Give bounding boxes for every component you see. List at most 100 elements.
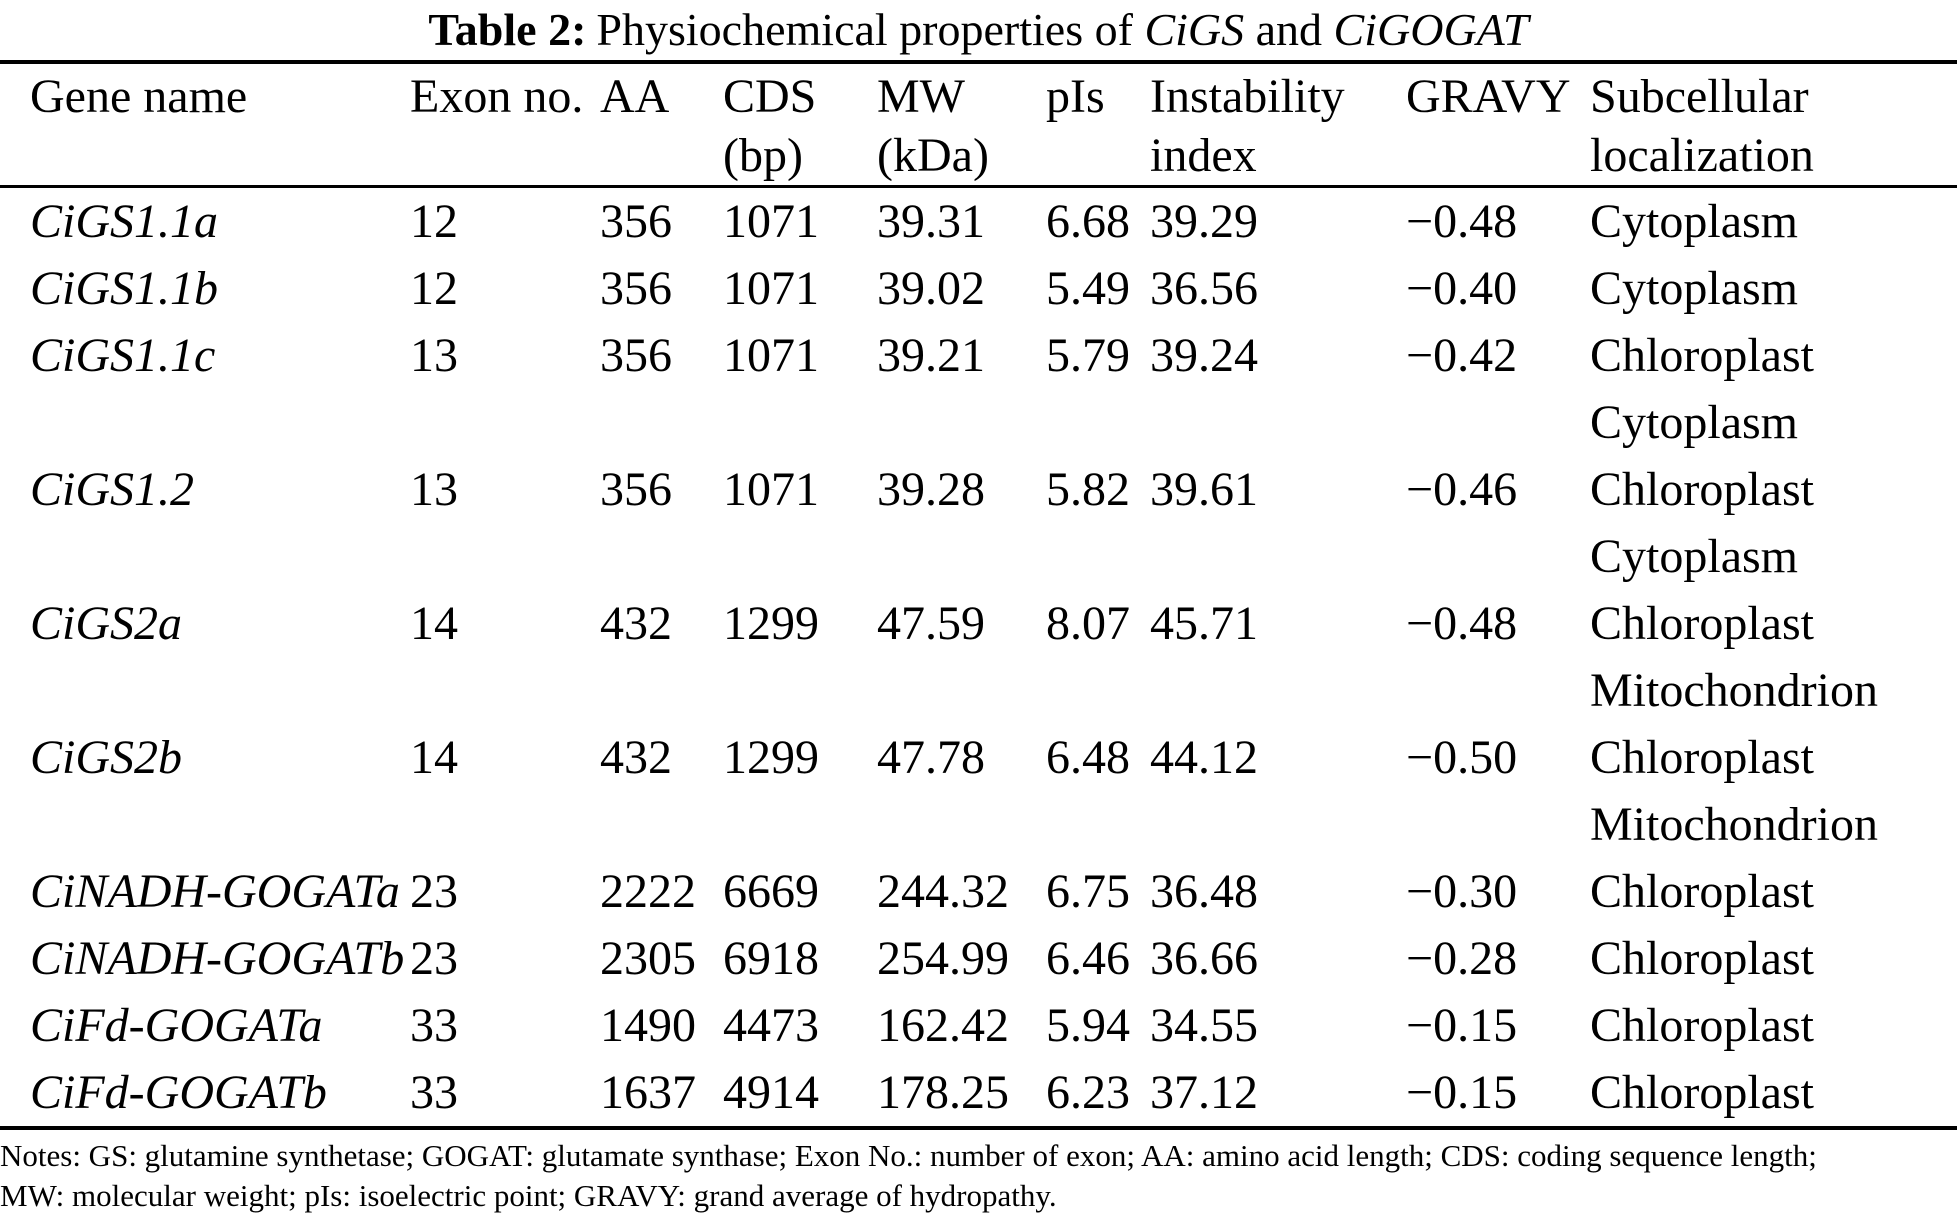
col-header-exon-no: Exon no. xyxy=(410,62,600,188)
table-row: CiFd-GOGATa 33 1490 4473 162.42 5.94 34.… xyxy=(0,992,1957,1059)
cell-mw: 39.21 xyxy=(877,329,985,382)
cell-pis: 6.46 xyxy=(1046,932,1130,985)
cell-pis: 5.49 xyxy=(1046,262,1130,315)
cell-mw: 178.25 xyxy=(877,1066,1009,1119)
col-header-gravy: GRAVY xyxy=(1406,62,1590,188)
cell-gravy: −0.40 xyxy=(1406,262,1518,315)
table-row: CiGS1.1b 12 356 1071 39.02 5.49 36.56 −0… xyxy=(0,255,1957,322)
localization-line: Cytoplasm xyxy=(1590,396,1799,449)
properties-table: Gene name Exon no. AA CDS (bp) MW (kDa) pI… xyxy=(0,60,1957,1130)
table-notes: Notes: GS: glutamine synthetase; GOGAT: … xyxy=(0,1136,1957,1216)
title-conjunction: and xyxy=(1255,4,1323,55)
cell-localization: Chloroplast Mitochondrion xyxy=(1590,724,1957,858)
col-header-mw: MW (kDa) xyxy=(877,62,1046,188)
header-line-1: Instability xyxy=(1150,70,1345,123)
cell-localization: Chloroplast xyxy=(1590,1059,1957,1128)
cell-aa: 1490 xyxy=(600,999,696,1052)
header-line-1: AA xyxy=(600,70,670,123)
cell-gravy: −0.15 xyxy=(1406,999,1518,1052)
cell-instability: 36.56 xyxy=(1150,262,1258,315)
localization-line: Chloroplast xyxy=(1590,731,1814,784)
cell-gene-name: CiGS1.2 xyxy=(30,463,195,516)
cell-instability: 44.12 xyxy=(1150,731,1258,784)
cell-gene-name: CiGS1.1c xyxy=(30,329,216,382)
header-line-2 xyxy=(600,126,723,185)
cell-cds: 1071 xyxy=(723,463,819,516)
header-line-2: index xyxy=(1150,129,1257,182)
cell-aa: 432 xyxy=(600,597,672,650)
cell-mw: 162.42 xyxy=(877,999,1009,1052)
header-line-1: Gene name xyxy=(30,70,248,123)
cell-cds: 6918 xyxy=(723,932,819,985)
header-line-2: localization xyxy=(1590,129,1814,182)
cell-aa: 1637 xyxy=(600,1066,696,1119)
cell-localization: Chloroplast xyxy=(1590,925,1957,992)
cell-instability: 39.24 xyxy=(1150,329,1258,382)
cell-exon-no: 33 xyxy=(410,1066,458,1119)
cell-gene-name: CiGS2a xyxy=(30,597,183,650)
cell-localization: Chloroplast Cytoplasm xyxy=(1590,456,1957,590)
header-line-1: CDS xyxy=(723,70,817,123)
cell-cds: 1071 xyxy=(723,262,819,315)
table-row: CiFd-GOGATb 33 1637 4914 178.25 6.23 37.… xyxy=(0,1059,1957,1128)
cell-cds: 1071 xyxy=(723,329,819,382)
table-row: CiGS2b 14 432 1299 47.78 6.48 44.12 −0.5… xyxy=(0,724,1957,858)
localization-line: Chloroplast xyxy=(1590,999,1814,1052)
cell-gravy: −0.50 xyxy=(1406,731,1518,784)
header-line-2 xyxy=(410,126,600,185)
localization-line: Chloroplast xyxy=(1590,865,1814,918)
localization-line: Cytoplasm xyxy=(1590,262,1799,315)
header-row: Gene name Exon no. AA CDS (bp) MW (kDa) pI… xyxy=(0,62,1957,188)
cell-exon-no: 13 xyxy=(410,463,458,516)
cell-exon-no: 14 xyxy=(410,597,458,650)
cell-exon-no: 23 xyxy=(410,865,458,918)
table-title-text: Physiochemical properties of xyxy=(596,4,1133,55)
cell-cds: 1299 xyxy=(723,597,819,650)
cell-gene-name: CiGS2b xyxy=(30,731,183,784)
cell-cds: 4914 xyxy=(723,1066,819,1119)
cell-pis: 8.07 xyxy=(1046,597,1130,650)
cell-aa: 356 xyxy=(600,329,672,382)
cell-gravy: −0.15 xyxy=(1406,1066,1518,1119)
cell-instability: 39.61 xyxy=(1150,463,1258,516)
col-header-subcellular-localization: Subcellular localization xyxy=(1590,62,1957,188)
header-line-2 xyxy=(1046,126,1150,185)
title-gene-cigogat: CiGOGAT xyxy=(1333,4,1529,55)
header-line-1: Exon no. xyxy=(410,70,584,123)
cell-aa: 356 xyxy=(600,195,672,248)
col-header-cds: CDS (bp) xyxy=(723,62,877,188)
cell-exon-no: 33 xyxy=(410,999,458,1052)
cell-localization: Chloroplast xyxy=(1590,992,1957,1059)
cell-mw: 254.99 xyxy=(877,932,1009,985)
header-line-2: (kDa) xyxy=(877,129,989,182)
cell-pis: 5.94 xyxy=(1046,999,1130,1052)
header-line-1: pIs xyxy=(1046,70,1105,123)
notes-line-1: Notes: GS: glutamine synthetase; GOGAT: … xyxy=(0,1138,1817,1173)
cell-gene-name: CiNADH-GOGATa xyxy=(30,865,400,918)
localization-line: Cytoplasm xyxy=(1590,530,1799,583)
localization-line: Mitochondrion xyxy=(1590,798,1878,851)
table-row: CiGS1.2 13 356 1071 39.28 5.82 39.61 −0.… xyxy=(0,456,1957,590)
cell-mw: 244.32 xyxy=(877,865,1009,918)
header-line-1: GRAVY xyxy=(1406,70,1571,123)
cell-exon-no: 12 xyxy=(410,195,458,248)
cell-instability: 39.29 xyxy=(1150,195,1258,248)
cell-exon-no: 23 xyxy=(410,932,458,985)
cell-gene-name: CiFd-GOGATb xyxy=(30,1066,327,1119)
cell-localization: Chloroplast Mitochondrion xyxy=(1590,590,1957,724)
cell-instability: 36.48 xyxy=(1150,865,1258,918)
cell-localization: Chloroplast Cytoplasm xyxy=(1590,322,1957,456)
header-line-2 xyxy=(1406,126,1590,185)
cell-mw: 39.02 xyxy=(877,262,985,315)
header-line-1: Subcellular xyxy=(1590,70,1809,123)
cell-gravy: −0.48 xyxy=(1406,195,1518,248)
table-row: CiGS2a 14 432 1299 47.59 8.07 45.71 −0.4… xyxy=(0,590,1957,724)
cell-localization: Cytoplasm xyxy=(1590,255,1957,322)
cell-gravy: −0.28 xyxy=(1406,932,1518,985)
cell-pis: 6.48 xyxy=(1046,731,1130,784)
cell-gravy: −0.42 xyxy=(1406,329,1518,382)
cell-pis: 5.79 xyxy=(1046,329,1130,382)
localization-line: Chloroplast xyxy=(1590,329,1814,382)
cell-pis: 6.75 xyxy=(1046,865,1130,918)
